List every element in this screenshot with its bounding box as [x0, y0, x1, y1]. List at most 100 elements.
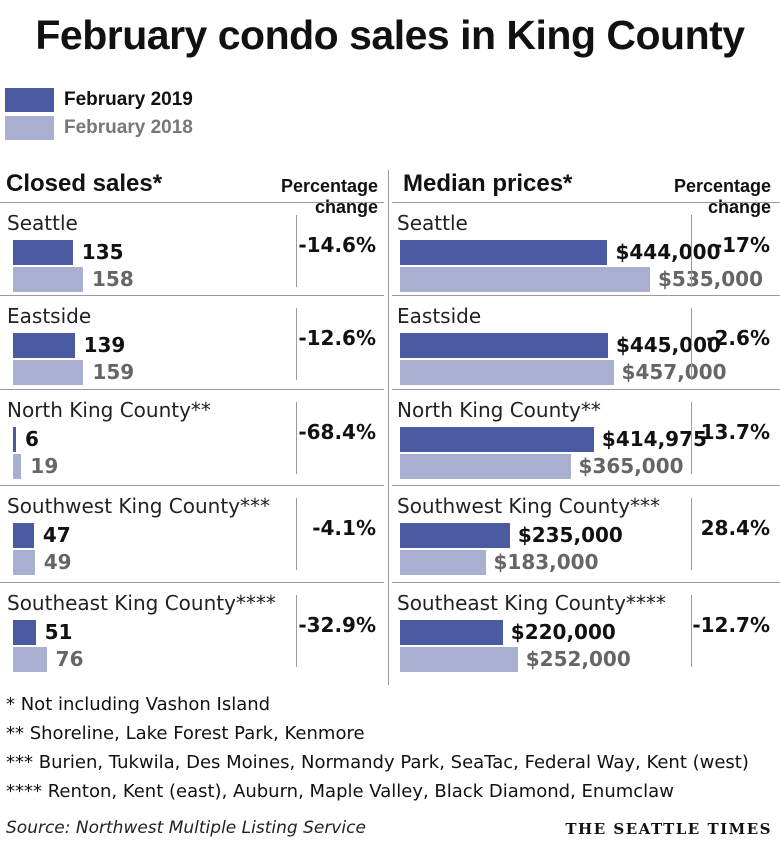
closed-sales-bar-2019-eastside	[13, 333, 75, 358]
closed-sales-pct-divider-southwest-king-county	[296, 498, 297, 570]
median-prices-value-2019-eastside: $445,000	[615, 333, 721, 357]
median-prices-region-seattle: Seattle	[397, 211, 468, 235]
median-prices-value-2018-southwest-king-county: $183,000	[493, 550, 599, 574]
median-prices-bar-2019-southeast-king-county	[400, 620, 503, 645]
closed-sales-bar-2019-north-king-county	[13, 427, 16, 452]
median-prices-bar-2018-southeast-king-county	[400, 647, 518, 672]
closed-sales-bar-2018-north-king-county	[13, 454, 22, 479]
closed-sales-value-2019-seattle: 135	[81, 240, 124, 264]
source-note: Source: Northwest Multiple Listing Servi…	[6, 818, 366, 838]
median-prices-row-separator	[392, 389, 780, 390]
closed-sales-pct-change-southwest-king-county: -4.1%	[312, 516, 376, 540]
median-prices-bar-2019-southwest-king-county	[400, 523, 510, 548]
median-prices-value-2019-southeast-king-county: $220,000	[510, 620, 616, 644]
publisher-logo: THE SEATTLE TIMES	[565, 820, 772, 838]
closed-sales-pct-divider-seattle	[296, 215, 297, 287]
closed-sales-row-separator	[0, 582, 384, 583]
median-prices-value-2019-seattle: $444,000	[615, 240, 721, 264]
footnotes: * Not including Vashon Island ** Shoreli…	[6, 690, 749, 806]
median-prices-pct-divider-north-king-county	[691, 402, 692, 474]
median-prices-pct-header-line1: Percentage	[673, 176, 771, 196]
closed-sales-value-2018-southwest-king-county: 49	[43, 550, 72, 574]
median-prices-region-southwest-king-county: Southwest King County***	[397, 494, 661, 518]
footnote-4: **** Renton, Kent (east), Auburn, Maple …	[6, 781, 674, 802]
median-prices-value-2018-north-king-county: $365,000	[578, 454, 684, 478]
median-prices-pct-divider-seattle	[691, 215, 692, 287]
median-prices-region-eastside: Eastside	[397, 304, 482, 328]
median-prices-row-separator	[392, 202, 780, 203]
legend-label-2019: February 2019	[64, 89, 193, 110]
closed-sales-bar-2019-southwest-king-county	[13, 523, 34, 548]
chart-title: February condo sales in King County	[35, 12, 745, 58]
legend-swatch-2019	[5, 88, 54, 112]
closed-sales-pct-divider-north-king-county	[296, 402, 297, 474]
median-prices-pct-divider-southwest-king-county	[691, 498, 692, 570]
median-prices-pct-change-southeast-king-county: -12.7%	[692, 613, 770, 637]
median-prices-pct-change-north-king-county: 13.7%	[700, 420, 770, 444]
closed-sales-value-2018-eastside: 159	[92, 360, 135, 384]
closed-sales-region-southwest-king-county: Southwest King County***	[7, 494, 271, 518]
closed-sales-pct-header-line1: Percentage	[280, 176, 378, 196]
median-prices-bar-2019-north-king-county	[400, 427, 594, 452]
closed-sales-value-2018-seattle: 158	[92, 267, 134, 291]
legend: February 2019 February 2018	[5, 86, 193, 142]
footnote-3: *** Burien, Tukwila, Des Moines, Normand…	[6, 752, 749, 773]
closed-sales-value-2019-eastside: 139	[83, 333, 126, 357]
median-prices-pct-header: Percentage change	[640, 176, 771, 218]
median-prices-bar-2019-eastside	[400, 333, 608, 358]
legend-item-2018: February 2018	[5, 114, 193, 142]
closed-sales-bar-2018-southwest-king-county	[13, 550, 35, 575]
median-prices-pct-divider-southeast-king-county	[691, 595, 692, 667]
median-prices-row-separator	[392, 582, 780, 583]
median-prices-header: Median prices*	[403, 170, 573, 197]
closed-sales-pct-change-north-king-county: -68.4%	[298, 420, 376, 444]
median-prices-bar-2018-eastside	[400, 360, 614, 385]
median-prices-region-southeast-king-county: Southeast King County****	[397, 591, 666, 615]
closed-sales-header: Closed sales*	[6, 170, 163, 197]
median-prices-pct-change-southwest-king-county: 28.4%	[700, 516, 770, 540]
median-prices-value-2019-southwest-king-county: $235,000	[517, 523, 623, 547]
median-prices-value-2018-seattle: $535,000	[658, 267, 764, 291]
median-prices-pct-header-line2: change	[707, 197, 771, 217]
closed-sales-bar-2019-seattle	[13, 240, 73, 265]
median-prices-row-separator	[392, 295, 780, 296]
median-prices-row-separator	[392, 485, 780, 486]
median-prices-pct-divider-eastside	[691, 308, 692, 380]
closed-sales-row-separator	[0, 202, 384, 203]
closed-sales-pct-change-seattle: -14.6%	[298, 233, 376, 257]
closed-sales-value-2019-southeast-king-county: 51	[44, 620, 73, 644]
closed-sales-row-separator	[0, 295, 384, 296]
closed-sales-pct-change-southeast-king-county: -32.9%	[298, 613, 376, 637]
closed-sales-region-eastside: Eastside	[7, 304, 92, 328]
closed-sales-bar-2018-southeast-king-county	[13, 647, 47, 672]
closed-sales-row-separator	[0, 485, 384, 486]
closed-sales-row-separator	[0, 389, 384, 390]
footnote-2: ** Shoreline, Lake Forest Park, Kenmore	[6, 723, 365, 744]
median-prices-value-2018-eastside: $457,000	[621, 360, 727, 384]
median-prices-bar-2018-southwest-king-county	[400, 550, 486, 575]
median-prices-bar-2019-seattle	[400, 240, 608, 265]
closed-sales-bar-2018-seattle	[13, 267, 83, 292]
closed-sales-bar-2018-eastside	[13, 360, 84, 385]
legend-label-2018: February 2018	[64, 117, 193, 138]
closed-sales-pct-divider-eastside	[296, 308, 297, 380]
median-prices-pct-change-seattle: -17%	[713, 233, 770, 257]
legend-swatch-2018	[5, 116, 54, 140]
closed-sales-value-2018-southeast-king-county: 76	[55, 647, 84, 671]
median-prices-bar-2018-seattle	[400, 267, 650, 292]
median-prices-bar-2018-north-king-county	[400, 454, 571, 479]
closed-sales-pct-header-line2: change	[314, 197, 378, 217]
footnote-1: * Not including Vashon Island	[6, 694, 271, 715]
closed-sales-pct-change-eastside: -12.6%	[298, 326, 376, 350]
median-prices-region-north-king-county: North King County**	[397, 398, 601, 422]
closed-sales-value-2019-north-king-county: 6	[25, 427, 39, 451]
closed-sales-region-southeast-king-county: Southeast King County****	[7, 591, 276, 615]
closed-sales-region-seattle: Seattle	[7, 211, 78, 235]
closed-sales-value-2018-north-king-county: 19	[30, 454, 59, 478]
closed-sales-value-2019-southwest-king-county: 47	[42, 523, 71, 547]
median-prices-value-2018-southeast-king-county: $252,000	[525, 647, 631, 671]
legend-item-2019: February 2019	[5, 86, 193, 114]
median-prices-pct-change-eastside: -2.6%	[706, 326, 770, 350]
column-divider	[388, 170, 389, 685]
closed-sales-pct-divider-southeast-king-county	[296, 595, 297, 667]
